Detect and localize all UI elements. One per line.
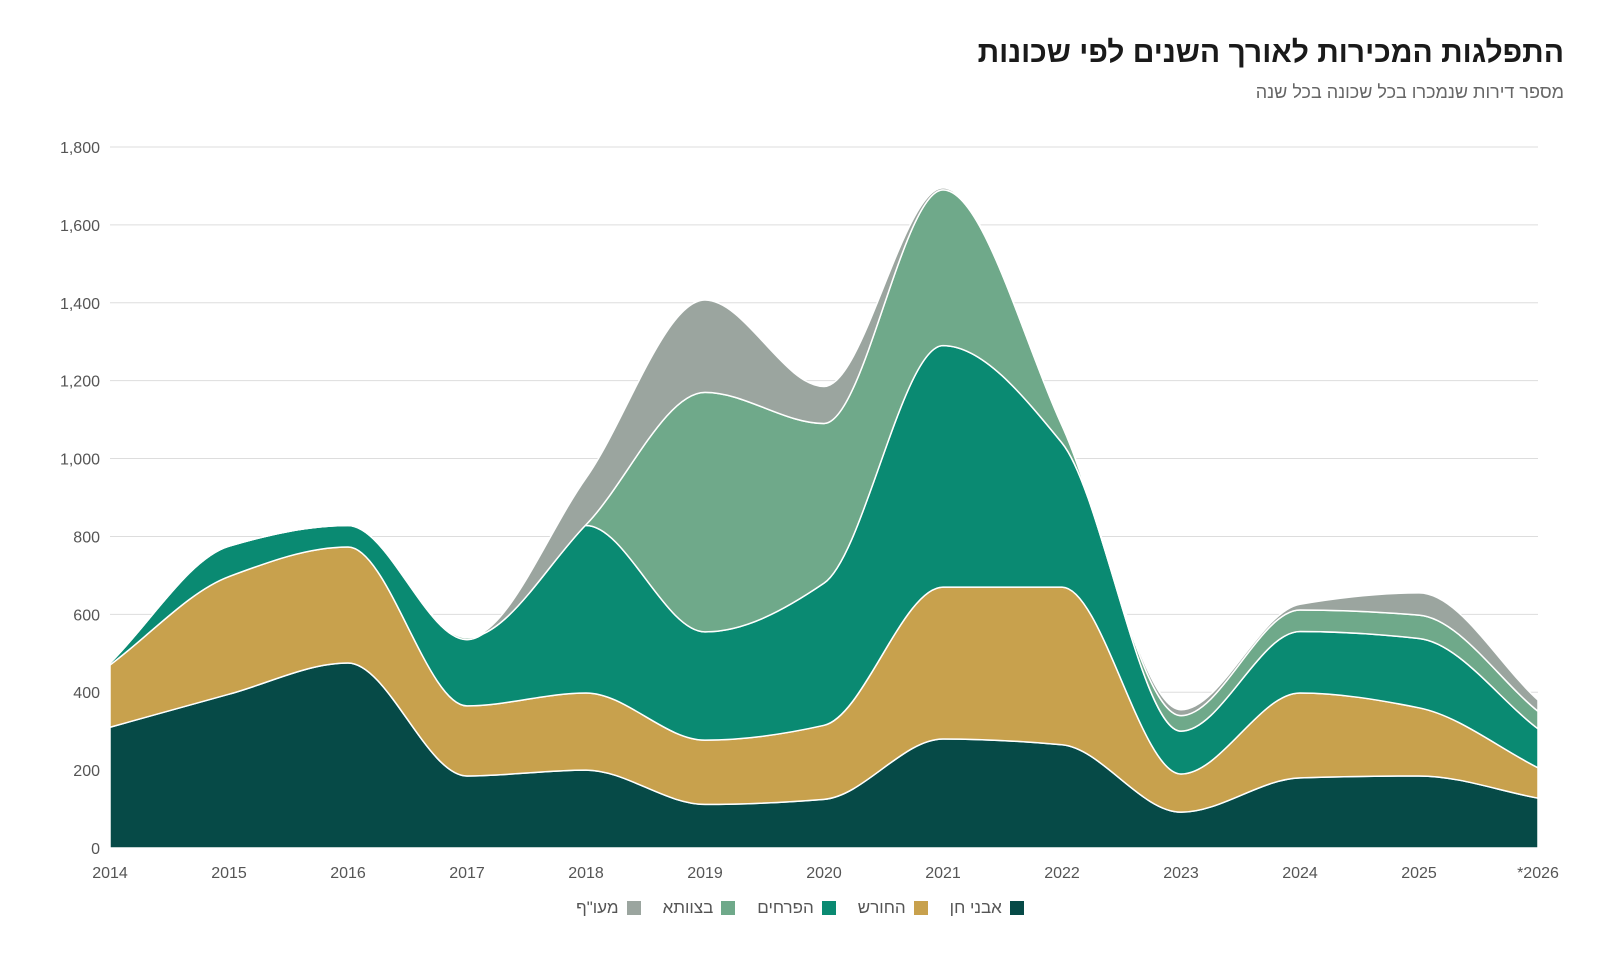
x-tick-label: 2021 [925,865,961,882]
legend-label: אבני חן [949,898,1002,917]
x-tick-label: 2023 [1163,865,1199,882]
y-tick-label: 1,600 [60,218,100,235]
legend-swatch [626,901,641,915]
legend-swatch [821,901,836,915]
y-axis-ticks: 0 200 400 600 800 1,000 1,200 1,400 1,600 1,800 [60,140,100,858]
x-tick-label: 2017 [449,865,485,882]
x-tick-label: 2018 [568,865,604,882]
y-tick-label: 200 [73,763,100,780]
legend-label: מעו"ף [576,898,619,917]
legend-swatch [1009,901,1024,915]
series-area-4 [109,187,1539,717]
chart-title: התפלגות המכירות לאורך השנים לפי שכונות [977,36,1564,69]
x-tick-label: 2024 [1282,865,1318,882]
x-tick-label: 2025 [1401,865,1437,882]
y-tick-label: 400 [73,685,100,702]
legend-label: הפרחים [757,898,814,917]
legend-swatch [913,901,928,915]
x-tick-label: 2015 [211,865,247,882]
legend-item: בצוותא [663,898,736,918]
legend-item: החורש [858,898,928,918]
x-tick-label: 2019 [687,865,723,882]
legend-label: בצוותא [662,898,714,917]
legend-label: החורש [857,898,906,917]
y-tick-label: 1,000 [60,452,100,469]
legend-item: הפרחים [757,898,836,918]
x-tick-label: 2022 [1044,865,1080,882]
legend-item: מעו"ף [576,898,641,918]
x-tick-label: *2026 [1517,865,1559,882]
legend: אבני חן החורש הפרחים בצוותא מעו"ף [0,898,1600,918]
x-tick-label: 2014 [92,865,128,882]
chart-subtitle: מספר דירות שנמכרו בכל שכונה בכל שנה [1255,82,1564,102]
legend-item: אבני חן [950,898,1024,918]
x-axis-ticks: 2014 2015 2016 2017 2018 2019 2020 2021 2022 2023… [92,865,1559,882]
y-tick-label: 800 [73,529,100,546]
y-tick-label: 600 [73,607,100,624]
series-areas [109,187,1539,849]
y-tick-label: 0 [91,841,100,858]
x-tick-label: 2016 [330,865,366,882]
legend-swatch [721,901,736,915]
y-tick-label: 1,400 [60,296,100,313]
x-tick-label: 2020 [806,865,842,882]
y-tick-label: 1,800 [60,140,100,157]
y-tick-label: 1,200 [60,374,100,391]
